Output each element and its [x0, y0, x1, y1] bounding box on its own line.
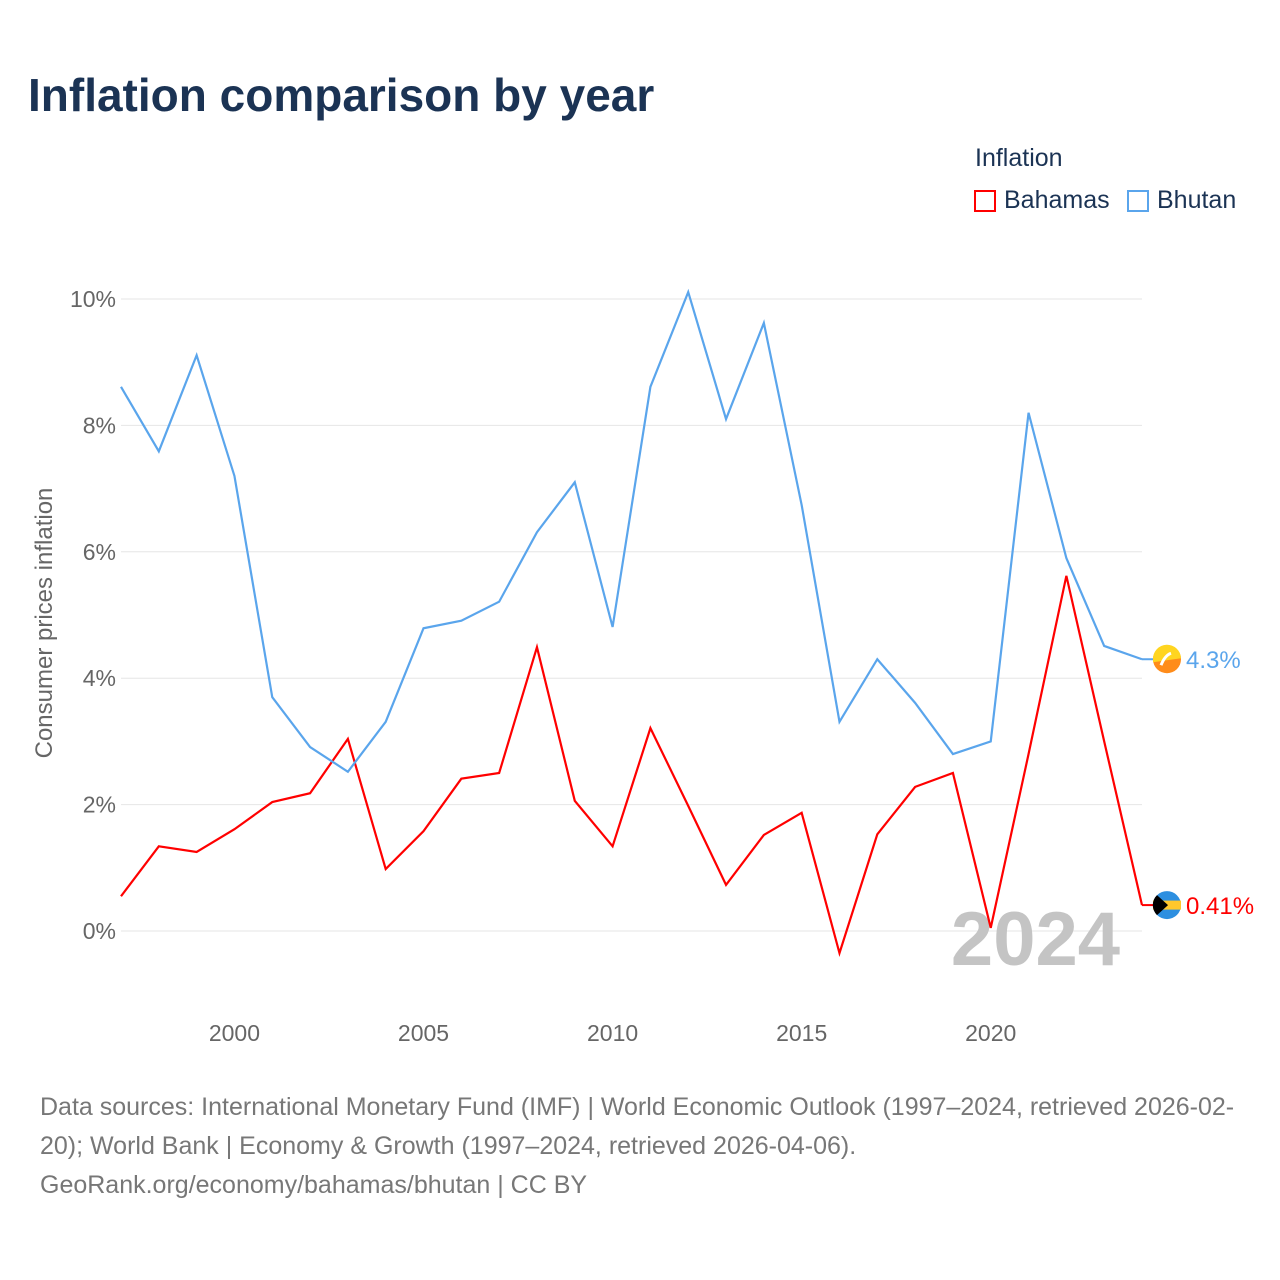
legend-item-bhutan[interactable]: Bhutan: [1127, 186, 1236, 215]
legend-label: Bhutan: [1157, 186, 1237, 214]
y-tick-label: 8%: [83, 412, 116, 438]
bahamas-flag-icon: [1152, 891, 1181, 920]
source-note: Data sources: International Monetary Fun…: [40, 1088, 1250, 1205]
bhutan-series-line: [120, 288, 1143, 774]
y-axis-label: Consumer prices inflation: [31, 488, 58, 759]
source-text: Data sources: International Monetary Fun…: [40, 1093, 1235, 1160]
x-tick-label: 2015: [776, 1020, 827, 1046]
bhutan-end-label: 4.3%: [1186, 647, 1241, 674]
x-tick-label: 2000: [209, 1020, 260, 1046]
bhutan-flag-icon: [1152, 644, 1181, 674]
y-tick-label: 10%: [70, 286, 116, 312]
y-tick-label: 4%: [83, 665, 116, 691]
source-link[interactable]: GeoRank.org/economy/bahamas/bhutan | CC …: [40, 1171, 588, 1199]
x-tick-label: 2020: [965, 1020, 1016, 1046]
legend-title: Inflation: [975, 144, 1063, 172]
y-tick-label: 2%: [83, 792, 116, 818]
chart-title: Inflation comparison by year: [28, 69, 655, 121]
bhutan-swatch-icon: [1127, 189, 1149, 212]
x-tick-label: 2005: [398, 1020, 449, 1046]
y-tick-label: 0%: [83, 918, 116, 944]
year-annotation: 2024: [951, 897, 1120, 982]
bahamas-swatch-icon: [974, 189, 996, 212]
bahamas-series-line: [120, 575, 1144, 958]
legend-item-bahamas[interactable]: Bahamas: [974, 186, 1110, 215]
bahamas-end-label: 0.41%: [1186, 893, 1254, 920]
x-tick-label: 2010: [587, 1020, 638, 1046]
legend-label: Bahamas: [1004, 186, 1110, 214]
y-tick-label: 6%: [83, 539, 116, 565]
